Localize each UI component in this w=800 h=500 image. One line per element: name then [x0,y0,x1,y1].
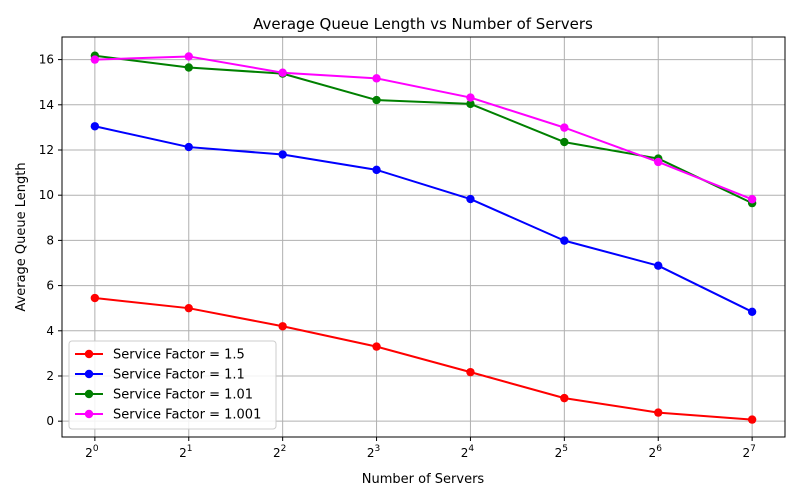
legend-entry-label: Service Factor = 1.5 [113,348,245,363]
y-tick-label: 0 [46,414,54,428]
x-tick-label: 23 [367,444,380,460]
series-2-point [90,122,100,131]
legend-swatch-marker [84,409,94,419]
y-tick-label: 4 [46,324,54,338]
series-1-point [466,367,475,377]
series-lines [94,54,753,421]
series-1-point [184,303,193,313]
series-2-point [560,236,569,245]
series-1-point [90,293,100,303]
series-4-point [278,68,287,77]
legend-box [68,340,277,430]
series-4-point [747,195,757,204]
series-2-point [372,165,381,175]
chart-title: Average Queue Length vs Number of Server… [253,15,593,33]
y-tick-label: 10 [39,188,54,202]
series-2-point [466,194,475,204]
series-line-4 [94,55,753,201]
legend-entry-label: Service Factor = 1.1 [113,368,245,383]
series-3-point [184,63,193,72]
series-4-point [184,52,193,61]
series-line-2 [94,125,753,313]
x-tick-label: 22 [273,444,286,460]
series-1-point [372,342,381,351]
series-3-point [466,99,475,109]
legend-entry-label: Service Factor = 1.01 [113,388,253,403]
series-4-point [372,74,381,83]
series-points [90,51,757,424]
legend: Service Factor = 1.5 Service Factor = 1.1… [68,340,277,430]
y-axis-label: Average Queue Length [14,162,29,311]
legend-entry-label: Service Factor = 1.001 [113,408,261,423]
y-tick-label: 14 [39,98,54,112]
series-4-point [654,157,663,167]
x-tick-label: 24 [461,444,475,460]
y-tick-label: 12 [39,143,54,157]
plot-frame [61,36,786,438]
x-ticks: 20 21 22 23 24 25 26 27 [85,437,756,460]
x-tick-label: 20 [85,444,99,460]
y-ticks: 0 2 4 6 8 10 12 14 16 [39,53,62,428]
series-1-point [654,408,663,417]
legend-swatch-marker [84,369,94,379]
legend-swatch-marker [84,349,94,359]
series-line-1 [94,297,753,421]
y-tick-label: 2 [46,369,54,383]
y-tick-label: 16 [39,53,54,67]
series-4-point [560,123,569,132]
series-4-point [466,93,475,102]
series-2-point [278,150,287,159]
series-2-point [747,307,757,317]
y-tick-label: 8 [46,233,54,247]
series-3-point [372,95,381,105]
series-2-point [184,142,193,152]
x-tick-label: 27 [742,444,755,460]
x-tick-label: 26 [649,444,663,460]
y-tick-label: 6 [46,279,54,293]
series-3-point [560,137,569,147]
legend-swatch-marker [84,389,94,399]
series-1-point [560,393,569,403]
x-axis-label: Number of Servers [362,472,485,487]
x-tick-label: 25 [555,444,568,460]
series-1-point [278,322,287,331]
series-4-point [90,55,100,64]
series-1-point [747,415,757,424]
series-2-point [654,261,663,270]
x-tick-label: 21 [179,444,192,460]
